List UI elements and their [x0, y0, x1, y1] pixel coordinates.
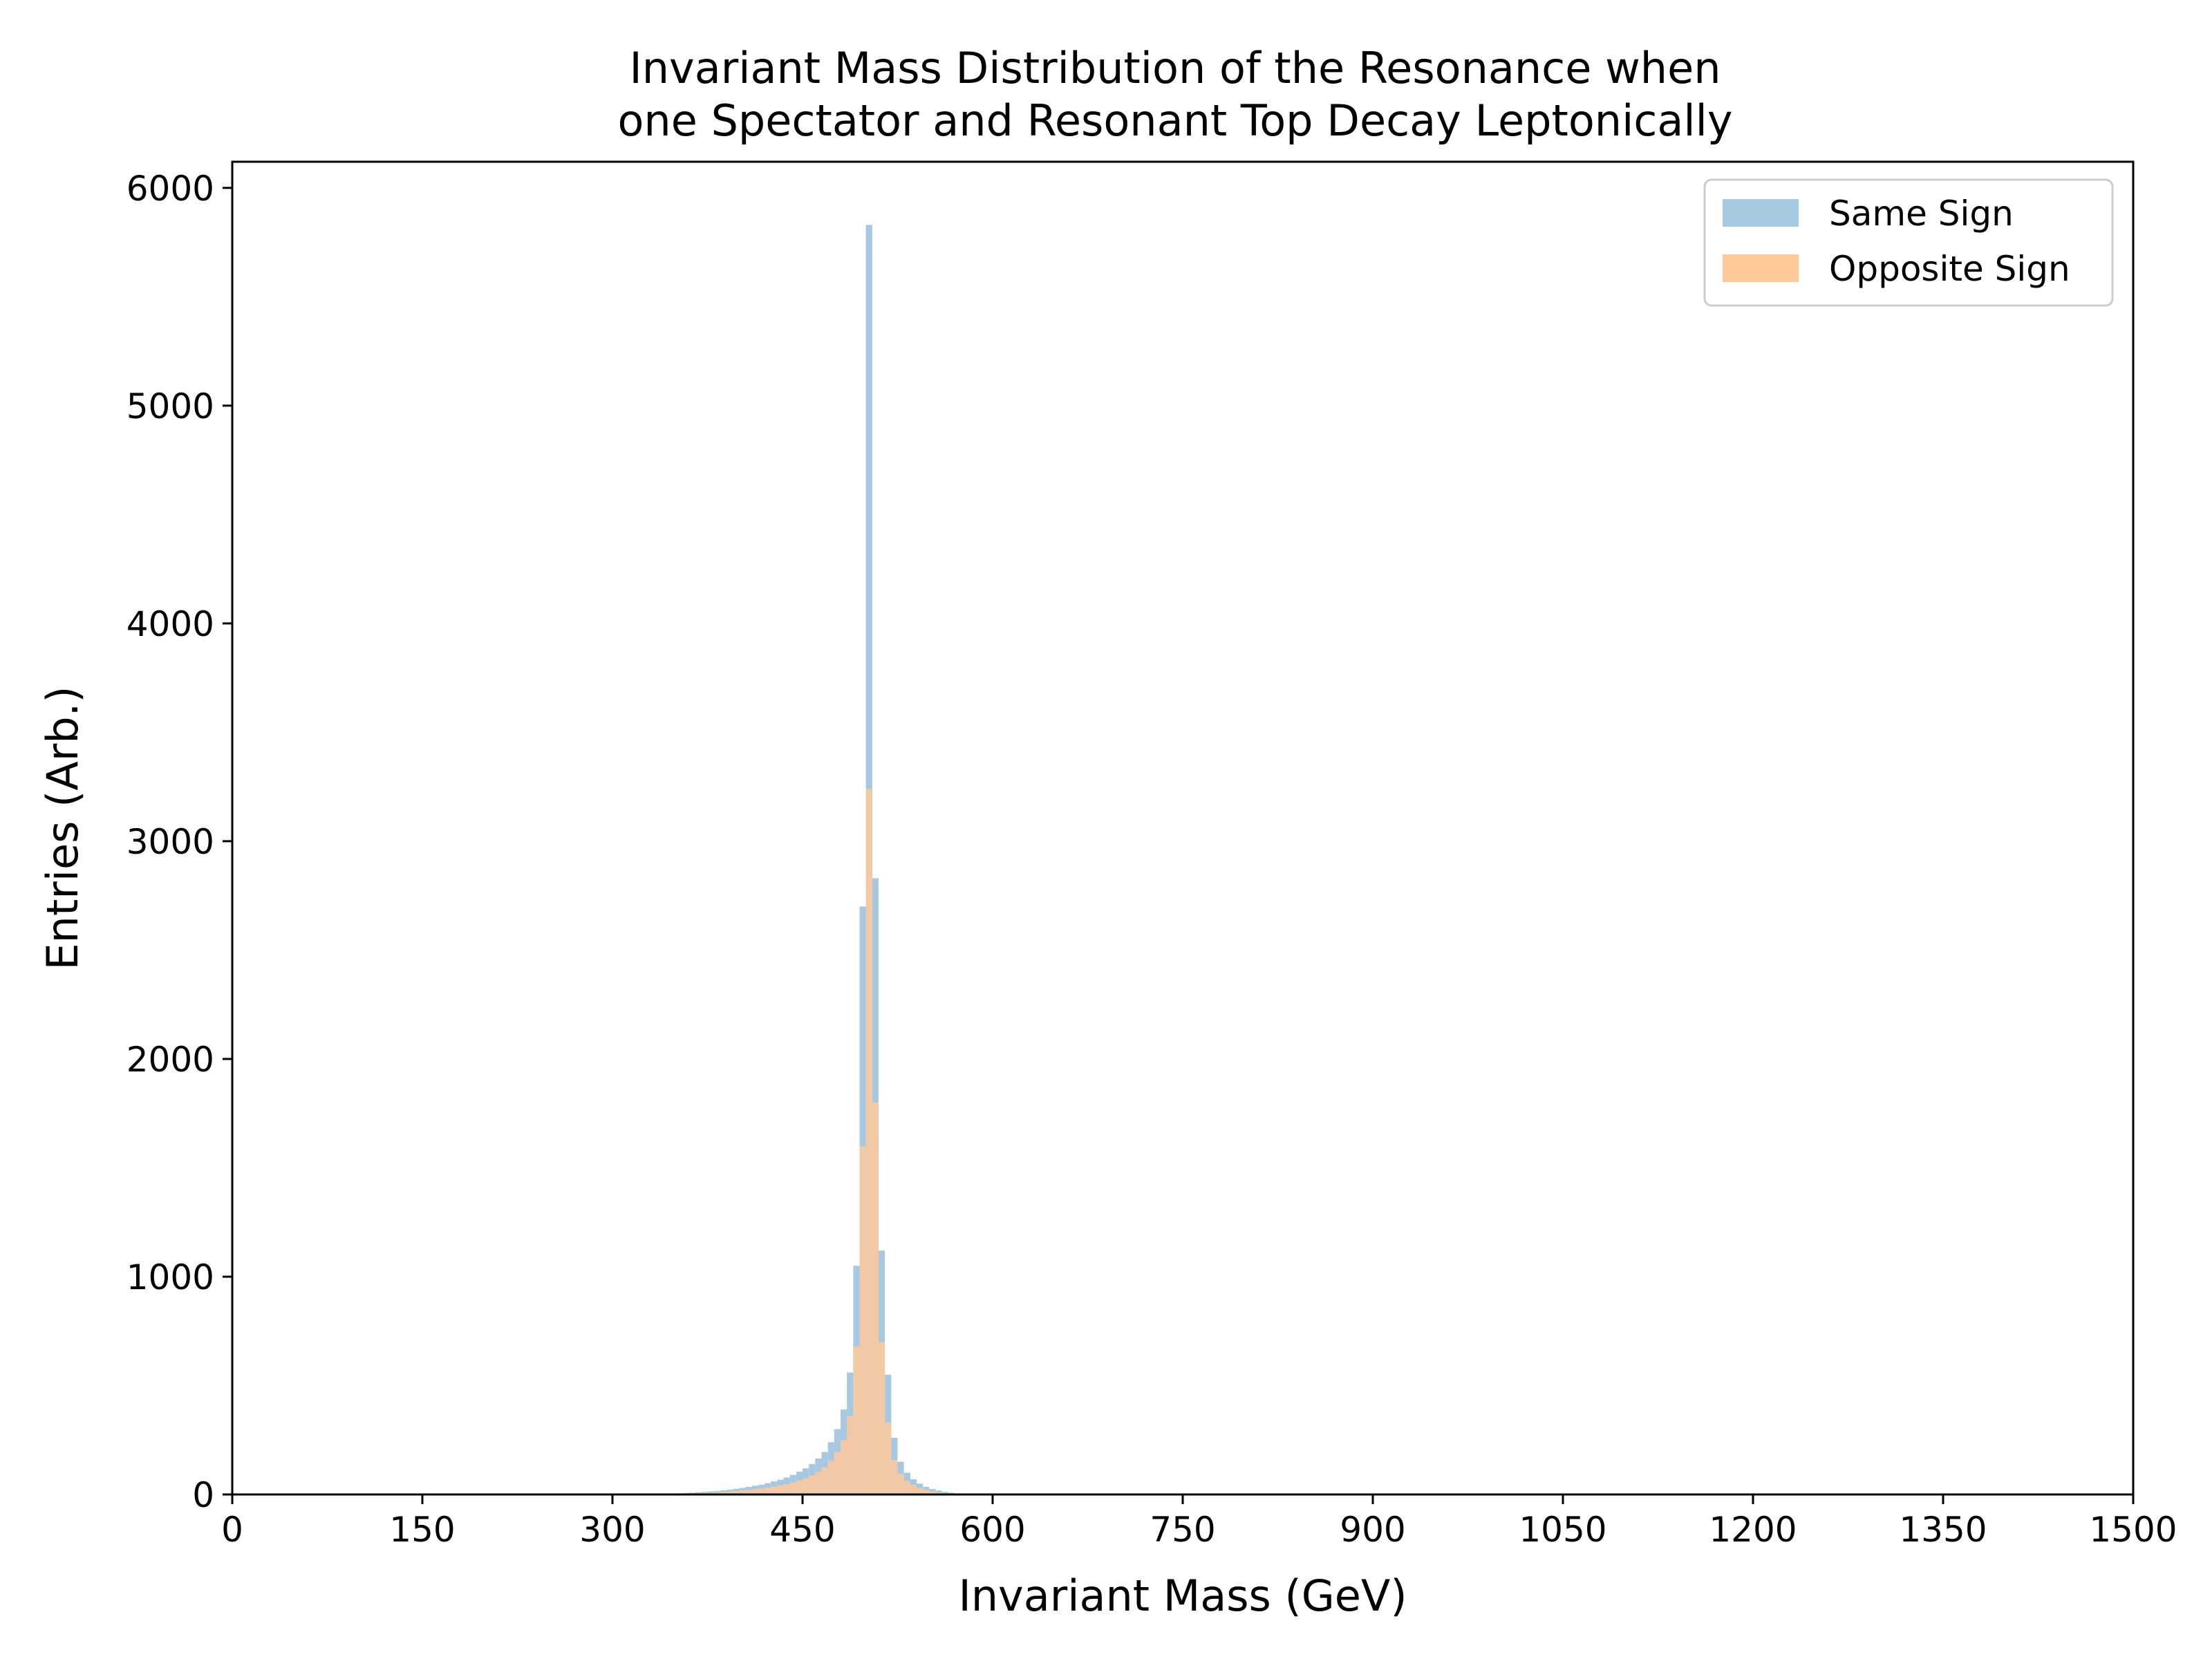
x-axis-ticks: 0 150 300 450 600 750 900 1050 1200 1350 1500	[221, 1494, 2177, 1550]
bar-opposite-sign	[777, 1485, 784, 1494]
y-axis-ticks: 0 1000 2000 3000 4000 5000 6000	[126, 169, 232, 1515]
bar-opposite-sign	[720, 1492, 727, 1494]
bar-opposite-sign	[841, 1440, 847, 1494]
y-axis-label: Entries (Arb.)	[37, 686, 88, 971]
bar-opposite-sign	[865, 789, 872, 1494]
legend-label-opposite-sign: Opposite Sign	[1829, 249, 2070, 289]
chart-title-line-2: one Spectator and Resonant Top Decay Lep…	[617, 95, 1732, 146]
x-tick-label: 900	[1340, 1510, 1405, 1550]
bar-opposite-sign	[827, 1461, 834, 1494]
bar-opposite-sign	[713, 1492, 720, 1494]
bar-opposite-sign	[891, 1459, 898, 1494]
legend: Same Sign Opposite Sign	[1703, 178, 2114, 307]
y-tick-label: 5000	[126, 386, 214, 427]
y-tick-label: 4000	[126, 604, 214, 644]
bar-opposite-sign	[727, 1491, 733, 1494]
bar-opposite-sign	[897, 1474, 904, 1494]
bar-opposite-sign	[935, 1492, 942, 1494]
x-tick-label: 150	[389, 1510, 455, 1550]
y-tick-label: 1000	[126, 1257, 214, 1297]
bar-opposite-sign	[733, 1490, 740, 1494]
bar-opposite-sign	[917, 1488, 924, 1494]
bar-opposite-sign	[910, 1485, 917, 1494]
x-tick-label: 750	[1150, 1510, 1215, 1550]
bar-opposite-sign	[834, 1452, 841, 1494]
y-tick-label: 2000	[126, 1040, 214, 1080]
x-tick-label: 450	[769, 1510, 835, 1550]
bar-opposite-sign	[853, 1346, 860, 1494]
x-tick-label: 1350	[1899, 1510, 1987, 1550]
x-tick-label: 600	[959, 1510, 1025, 1550]
bar-opposite-sign	[923, 1490, 930, 1494]
bar-opposite-sign	[872, 1102, 879, 1494]
legend-box	[1703, 178, 2114, 307]
bar-opposite-sign	[815, 1471, 822, 1494]
y-tick-label: 6000	[126, 169, 214, 209]
histogram-bars	[675, 225, 968, 1494]
bar-opposite-sign	[783, 1483, 790, 1494]
bar-opposite-sign	[765, 1487, 771, 1494]
legend-label-same-sign: Same Sign	[1829, 194, 2014, 234]
bar-opposite-sign	[929, 1491, 936, 1494]
x-tick-label: 1050	[1519, 1510, 1606, 1550]
y-tick-label: 0	[192, 1475, 214, 1515]
bar-opposite-sign	[751, 1489, 758, 1494]
bar-opposite-sign	[847, 1416, 854, 1494]
y-tick-label: 3000	[126, 822, 214, 862]
chart-title-line-1: Invariant Mass Distribution of the Reson…	[629, 43, 1721, 93]
x-tick-label: 0	[221, 1510, 243, 1550]
bar-opposite-sign	[885, 1423, 892, 1494]
legend-swatch-same-sign	[1723, 199, 1799, 227]
x-tick-label: 300	[579, 1510, 645, 1550]
bar-opposite-sign	[758, 1488, 765, 1494]
bar-opposite-sign	[821, 1467, 828, 1494]
x-tick-label: 1500	[2089, 1510, 2177, 1550]
bar-opposite-sign	[879, 1342, 885, 1494]
legend-swatch-opposite-sign	[1723, 254, 1799, 282]
bar-opposite-sign	[859, 1145, 866, 1494]
bar-opposite-sign	[789, 1482, 796, 1494]
bar-opposite-sign	[739, 1490, 746, 1494]
bar-opposite-sign	[903, 1481, 910, 1494]
x-tick-label: 1200	[1709, 1510, 1797, 1550]
bar-opposite-sign	[745, 1490, 752, 1494]
bar-opposite-sign	[809, 1475, 816, 1494]
bar-opposite-sign	[796, 1480, 803, 1494]
bar-opposite-sign	[803, 1478, 809, 1494]
x-axis-label: Invariant Mass (GeV)	[958, 1571, 1407, 1621]
bar-opposite-sign	[771, 1486, 778, 1494]
